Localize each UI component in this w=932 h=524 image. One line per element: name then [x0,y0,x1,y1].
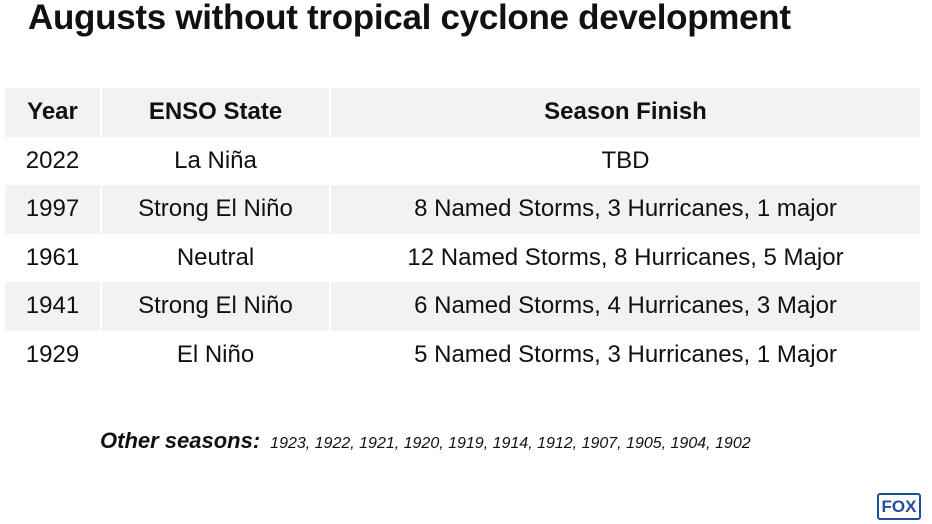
table-cell: 1941 [5,282,102,331]
logo: FOX [877,493,921,520]
column-header: Season Finish [331,88,920,137]
table-cell: 5 Named Storms, 3 Hurricanes, 1 Major [414,340,837,368]
table: Year ENSO State Season Finish 2022 La Niñ… [5,88,920,379]
footer-label: Other seasons: [100,428,261,453]
footer-list: 1923, 1922, 1921, 1920, 1919, 1914, 1912… [270,435,751,452]
table-row: 1997 Strong El Niño 8 Named Storms, 3 Hurr… [5,185,920,234]
table-cell: El Niño [102,330,331,379]
table-cell: TBD [601,146,650,174]
header-row: Year ENSO State Season Finish [5,88,920,137]
table-cell: La Niña [102,136,331,185]
footer: Other seasons: 1923, 1922, 1921, 1920, 19… [100,428,751,454]
table-cell: Strong El Niño [102,282,331,331]
column-header: ENSO State [102,88,331,137]
table-cell: 6 Named Storms, 4 Hurricanes, 3 Major [331,282,920,331]
table-cell: 8 Named Storms, 3 Hurricanes, 1 major [331,185,920,234]
table-cell: 1929 [5,330,102,379]
table-cell: 1961 [5,233,102,282]
title: Augusts without tropical cyclone develop… [28,0,791,37]
table-cell: Strong El Niño [102,185,331,234]
table-row: 1929 El Niño 5 Named Storms, 3 Hurricanes,… [5,330,920,379]
table-row: 1941 Strong El Niño 6 Named Storms, 4 Hurr… [5,282,920,331]
table-cell: 2022 [5,136,102,185]
table-cell: 1997 [5,185,102,234]
column-header: Year [5,88,102,137]
table-cell: 12 Named Storms, 8 Hurricanes, 5 Major [407,243,844,271]
table-cell: Neutral [102,233,331,282]
table-row: 2022 La Niña TBD [5,136,920,185]
table-row: 1961 Neutral 12 Named Storms, 8 Hurricanes… [5,233,920,282]
